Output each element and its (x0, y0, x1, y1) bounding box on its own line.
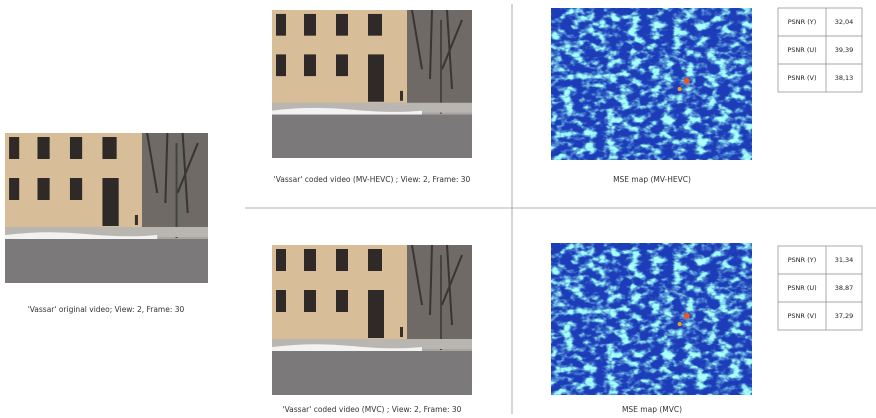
table-cell: 38,87 (835, 284, 854, 292)
psnr-tables: PSNR (Y) 32,04 PSNR (U) 39,39 PSNR (V) 38,13 P… (778, 8, 862, 330)
hevc-frame (272, 10, 472, 158)
table-cell: PSNR (U) (787, 284, 816, 292)
table-cell: PSNR (U) (787, 46, 816, 54)
table-cell: 32,04 (835, 18, 854, 26)
caption: MSE map (MVC) (622, 405, 682, 414)
table-cell: 37,29 (835, 312, 854, 320)
table-cell: 31,34 (835, 256, 854, 264)
caption: MSE map (MV-HEVC) (613, 175, 691, 184)
table-cell: PSNR (Y) (788, 256, 817, 264)
original-frame (5, 133, 208, 283)
table-cell: PSNR (V) (787, 312, 816, 320)
mvc-frame (272, 245, 472, 395)
mvc-mse-map (551, 243, 752, 395)
caption: 'Vassar' original video; View: 2, Frame:… (28, 305, 185, 314)
table-cell: 39,39 (835, 46, 854, 54)
table-cell: PSNR (V) (787, 74, 816, 82)
table-cell: PSNR (Y) (788, 18, 817, 26)
hevc-mse-map (551, 8, 752, 160)
caption: 'Vassar' coded video (MV-HEVC) ; View: 2… (274, 175, 471, 184)
table-cell: 38,13 (835, 74, 854, 82)
figure: 'Vassar' original video; View: 2, Frame:… (0, 0, 876, 418)
caption: 'Vassar' coded video (MVC) ; View: 2, Fr… (283, 405, 462, 414)
